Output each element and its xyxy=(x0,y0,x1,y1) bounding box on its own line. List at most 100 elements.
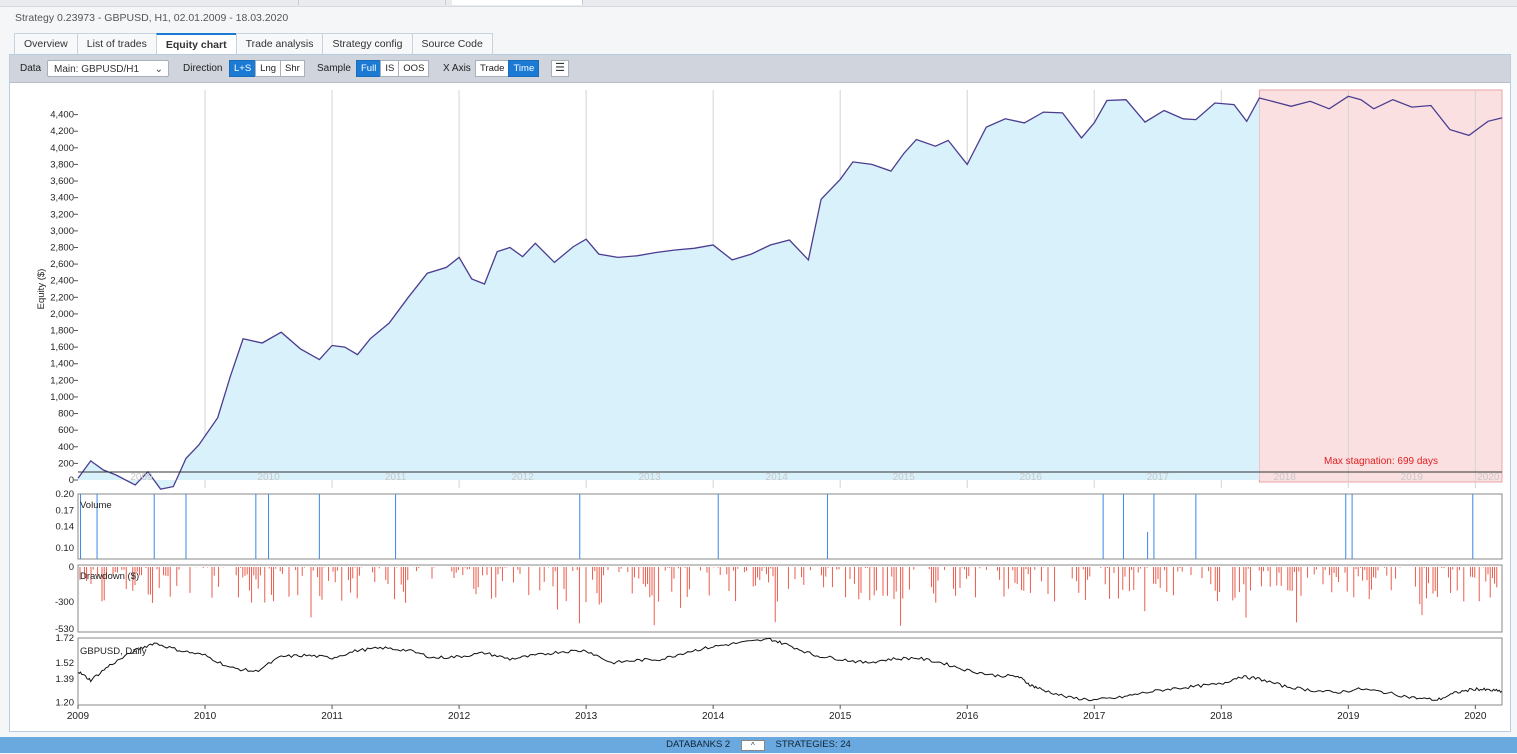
price-line xyxy=(77,637,1503,702)
watermark-year-label: 2015 xyxy=(893,472,916,483)
direction-label: Direction xyxy=(183,63,223,74)
x-tick-label: 2019 xyxy=(1337,711,1360,722)
watermark-year-label: 2011 xyxy=(385,472,407,483)
direction-short-button[interactable]: Shr xyxy=(280,60,305,77)
data-label: Data xyxy=(20,63,42,74)
stagnation-annotation: Max stagnation: 699 days xyxy=(1324,456,1438,467)
caret-up-icon: ^ xyxy=(750,740,755,750)
equity-ytick-label: 4,000 xyxy=(50,143,74,154)
price-ytick-label: 1.72 xyxy=(56,633,75,644)
x-tick-label: 2012 xyxy=(448,711,471,722)
equity-ytick-label: 4,200 xyxy=(50,126,74,137)
databanks-count: DATABANKS 2 xyxy=(666,739,731,750)
x-tick-label: 2013 xyxy=(575,711,598,722)
top-tab-strip xyxy=(0,0,1517,7)
equity-line xyxy=(77,95,1503,490)
x-tick-label: 2016 xyxy=(956,711,979,722)
hamburger-icon: ☰ xyxy=(555,62,565,74)
status-bar: DATABANKS 2 ^ STRATEGIES: 24 xyxy=(0,737,1517,753)
watermark-year-label: 2010 xyxy=(257,472,280,483)
equity-ytick-label: 1,800 xyxy=(50,326,74,337)
equity-ytick-label: 4,400 xyxy=(50,110,74,121)
data-select[interactable]: Main: GBPUSD/H1 ⌄ xyxy=(47,60,169,77)
drawdown-pane xyxy=(77,564,1503,633)
data-select-value: Main: GBPUSD/H1 xyxy=(54,64,140,75)
equity-ytick-label: 3,000 xyxy=(50,226,74,237)
direction-toggle: L+S Lng Shr xyxy=(229,60,305,77)
drawdown-ytick-label: 0 xyxy=(69,562,74,573)
drawdown-ytick-label: -530 xyxy=(55,624,74,635)
equity-ytick-label: 2,600 xyxy=(50,259,74,270)
equity-ytick-label: 2,200 xyxy=(50,292,74,303)
x-tick-label: 2014 xyxy=(702,711,725,722)
oos-region xyxy=(1258,89,1503,483)
window-title: Strategy 0.23973 - GBPUSD, H1, 02.01.200… xyxy=(15,12,289,24)
expand-panel-button[interactable]: ^ xyxy=(740,739,765,751)
volume-pane xyxy=(77,493,1503,560)
equity-ytick-label: 400 xyxy=(58,442,74,453)
x-tick-label: 2009 xyxy=(67,711,90,722)
sample-toggle: Full IS OOS xyxy=(356,60,430,77)
strategies-count: STRATEGIES: 24 xyxy=(775,739,851,750)
equity-ytick-label: 1,400 xyxy=(50,359,74,370)
price-ytick-label: 1.39 xyxy=(56,674,75,685)
volume-ytick-label: 0.14 xyxy=(56,522,75,533)
x-tick-label: 2010 xyxy=(194,711,217,722)
chevron-down-icon: ⌄ xyxy=(154,64,163,75)
watermark-year-label: 2018 xyxy=(1274,472,1297,483)
drawdown-pane-title: Drawdown ($) xyxy=(80,571,139,582)
tab-trade-analysis[interactable]: Trade analysis xyxy=(235,33,324,54)
equity-ytick-label: 1,000 xyxy=(50,392,74,403)
price-pane-title: GBPUSD, Daily xyxy=(80,646,147,657)
equity-ytick-label: 1,200 xyxy=(50,375,74,386)
volume-ytick-label: 0.20 xyxy=(56,489,75,500)
equity-ytick-label: 3,800 xyxy=(50,159,74,170)
watermark-year-label: 2016 xyxy=(1020,472,1043,483)
equity-ytick-label: 800 xyxy=(58,409,74,420)
equity-ytick-label: 1,600 xyxy=(50,342,74,353)
chart-toolbar: Data Main: GBPUSD/H1 ⌄ Direction L+S Lng… xyxy=(10,55,1510,83)
x-tick-label: 2011 xyxy=(321,711,343,722)
watermark-year-label: 2009 xyxy=(130,472,153,483)
tab-equity-chart[interactable]: Equity chart xyxy=(155,33,237,56)
equity-chart: 2009 2010 2011 2012 2013 2014 2015 2016 2017 2018… xyxy=(36,89,1503,722)
x-tick-label: 2018 xyxy=(1210,711,1233,722)
drawdown-ytick-label: -300 xyxy=(55,597,74,608)
equity-ytick-label: 3,600 xyxy=(50,176,74,187)
tab-strategy-config[interactable]: Strategy config xyxy=(322,33,413,54)
xaxis-label: X Axis xyxy=(443,63,471,74)
xaxis-time-button[interactable]: Time xyxy=(508,60,540,77)
tab-overview[interactable]: Overview xyxy=(14,33,78,54)
sample-oos-button[interactable]: OOS xyxy=(398,60,430,77)
watermark-year-label: 2014 xyxy=(766,472,789,483)
equity-ytick-label: 3,400 xyxy=(50,193,74,204)
price-ytick-label: 1.52 xyxy=(56,658,75,669)
equity-ytick-label: 2,400 xyxy=(50,276,74,287)
tab-source-code[interactable]: Source Code xyxy=(411,33,493,54)
watermark-year-label: 2019 xyxy=(1401,472,1424,483)
sample-label: Sample xyxy=(317,63,351,74)
price-ytick-label: 1.20 xyxy=(56,698,75,709)
equity-ytick-label: 2,000 xyxy=(50,309,74,320)
watermark-year-label: 2020 xyxy=(1477,472,1500,483)
equity-ytick-label: 3,200 xyxy=(50,209,74,220)
volume-ytick-label: 0.10 xyxy=(56,543,75,554)
watermark-year-label: 2012 xyxy=(511,472,534,483)
chart-menu-button[interactable]: ☰ xyxy=(551,60,569,77)
watermark-year-label: 2017 xyxy=(1147,472,1170,483)
volume-pane-title: Volume xyxy=(80,500,112,511)
equity-ytick-label: 0 xyxy=(69,475,74,486)
x-tick-label: 2020 xyxy=(1464,711,1487,722)
equity-area xyxy=(78,98,1260,488)
watermark-year-label: 2013 xyxy=(639,472,662,483)
result-tabs: Overview List of trades Equity chart Tra… xyxy=(14,33,493,56)
volume-ytick-label: 0.17 xyxy=(56,505,75,516)
price-pane xyxy=(77,637,1503,706)
x-tick-label: 2017 xyxy=(1083,711,1106,722)
equity-ytick-label: 200 xyxy=(58,458,74,469)
x-tick-label: 2015 xyxy=(829,711,852,722)
equity-ytick-label: 600 xyxy=(58,425,74,436)
direction-long-button[interactable]: Lng xyxy=(255,60,282,77)
xaxis-toggle: Trade Time xyxy=(475,60,540,77)
equity-axis-label: Equity ($) xyxy=(36,269,47,310)
